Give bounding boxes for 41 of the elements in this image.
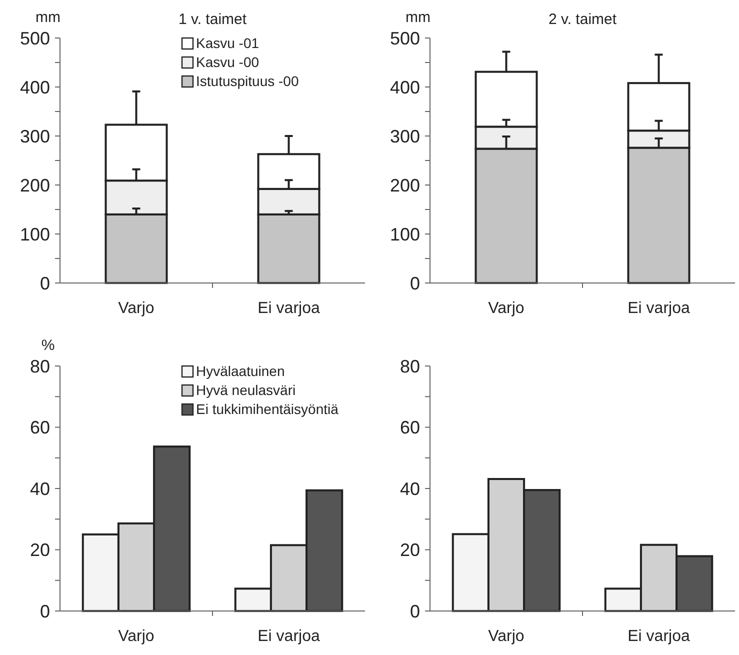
- legend-label: Istutuspituus -00: [196, 73, 299, 89]
- y-tick-label: 40: [30, 478, 50, 499]
- y-tick-label: 400: [20, 77, 50, 98]
- y-tick-label: 400: [390, 77, 420, 98]
- y-tick-label: 500: [20, 28, 50, 48]
- y-tick-label: 200: [390, 175, 420, 196]
- y-tick-label: 40: [400, 478, 420, 499]
- y-tick-label: 0: [410, 601, 420, 622]
- x-tick-label: Varjo: [488, 300, 524, 317]
- y-tick-label: 300: [20, 126, 50, 146]
- y-tick-label: 100: [390, 224, 420, 244]
- legend-label: Kasvu -00: [196, 54, 260, 70]
- y-tick-label: 80: [30, 356, 50, 376]
- x-tick-label: Ei varjoa: [628, 300, 690, 317]
- y-axis-title: %: [41, 337, 55, 354]
- x-tick-label: Ei varjoa: [258, 628, 320, 645]
- y-tick-label: 0: [40, 273, 50, 294]
- chart-title: 1 v. taimet: [178, 11, 248, 28]
- y-tick-label: 60: [400, 418, 420, 438]
- y-tick-label: 60: [30, 418, 50, 438]
- y-tick-label: 200: [20, 175, 50, 196]
- x-tick-label: Varjo: [118, 628, 154, 645]
- legend-label: Hyvälaatuinen: [196, 363, 285, 379]
- chart-title: 2 v. taimet: [548, 11, 618, 28]
- y-tick-label: 80: [400, 356, 420, 376]
- y-axis-title: mm: [36, 9, 60, 26]
- y-tick-label: 500: [390, 28, 420, 48]
- y-tick-label: 100: [20, 224, 50, 244]
- y-tick-label: 20: [400, 540, 420, 560]
- y-tick-label: 0: [40, 601, 50, 622]
- y-axis-title: mm: [406, 9, 430, 26]
- y-tick-label: 300: [390, 126, 420, 146]
- x-tick-label: Ei varjoa: [628, 628, 690, 645]
- legend-label: Ei tukkimihentäisyöntiä: [196, 401, 339, 417]
- x-tick-label: Varjo: [488, 628, 524, 645]
- x-tick-label: Varjo: [118, 300, 154, 317]
- y-tick-label: 0: [410, 273, 420, 294]
- legend-label: Hyvä neulasväri: [196, 382, 296, 398]
- y-tick-label: 20: [30, 540, 50, 560]
- legend-label: Kasvu -01: [196, 35, 260, 51]
- x-tick-label: Ei varjoa: [258, 300, 320, 317]
